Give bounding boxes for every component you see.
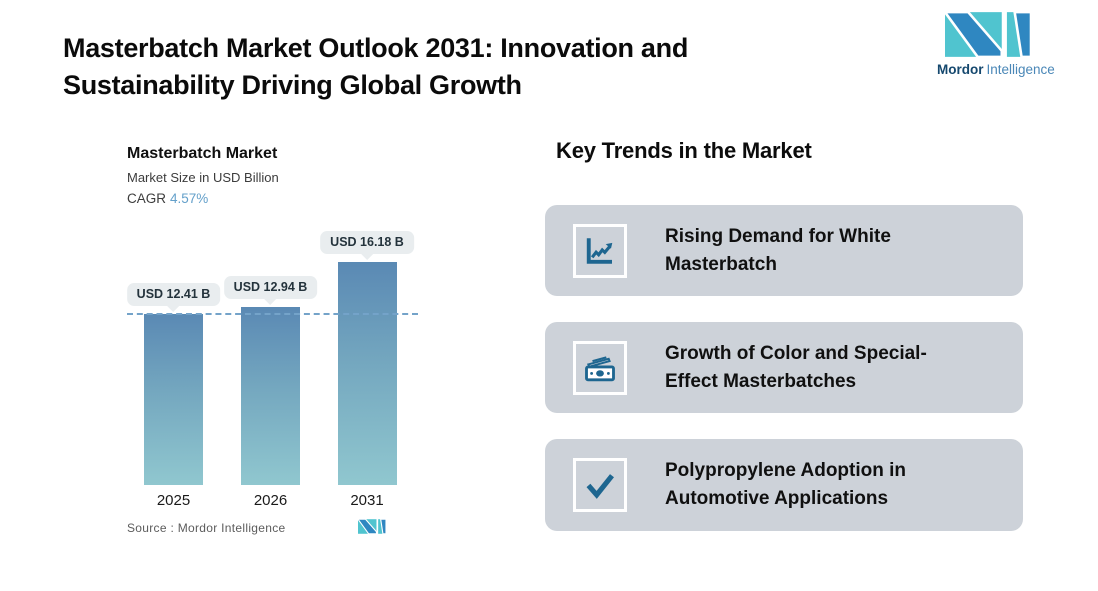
page-title: Masterbatch Market Outlook 2031: Innovat… xyxy=(63,30,688,104)
trends-heading: Key Trends in the Market xyxy=(556,138,812,163)
value-label-pointer xyxy=(263,298,278,305)
chart-title: Masterbatch Market xyxy=(127,145,278,162)
trend-card-color-masterbatches: Growth of Color and Special- Effect Mast… xyxy=(545,322,1023,413)
trend-text-line-2: Effect Masterbatches xyxy=(665,370,857,392)
trend-text-line-2: Automotive Applications xyxy=(665,488,889,509)
money-icon xyxy=(573,340,627,395)
chart-header: Masterbatch Market Market Size in USD Bi… xyxy=(127,145,279,206)
chart-subtitle: Market Size in USD Billion xyxy=(127,170,279,185)
trend-text-line-1: Rising Demand for White xyxy=(665,225,891,247)
cagr-label: CAGR xyxy=(127,191,167,206)
mordor-intelligence-logo-icon xyxy=(942,10,1033,62)
value-label-pointer xyxy=(166,305,181,312)
chart-bar xyxy=(241,307,300,485)
chart-cagr: CAGR 4.57% xyxy=(127,191,279,206)
value-label: USD 12.41 B xyxy=(126,283,221,312)
axis-tick-label: 2031 xyxy=(350,492,384,509)
value-label: USD 12.94 B xyxy=(223,276,318,305)
brand-name: Mordor Intelligence xyxy=(937,62,1055,77)
chart-bar xyxy=(144,314,203,485)
value-label-pointer xyxy=(360,253,374,260)
trend-card-polypropylene: Polypropylene Adoption in Automotive App… xyxy=(545,439,1023,531)
trend-text-line-1: Growth of Color and Special- xyxy=(665,342,927,364)
chart-bar xyxy=(337,262,397,485)
axis-tick-label: 2025 xyxy=(156,492,191,509)
reference-dashed-line xyxy=(127,313,418,315)
value-label: USD 16.18 B xyxy=(320,231,414,260)
trend-text-line-1: Polypropylene Adoption in xyxy=(665,460,907,481)
page-title-line-2: Sustainability Driving Global Growth xyxy=(63,70,522,100)
line-chart-icon xyxy=(573,223,627,278)
cagr-value: 4.57% xyxy=(170,191,209,206)
brand-name-bold: Mordor xyxy=(937,62,984,77)
bar-plot: USD 12.41 B 2025 USD 12.94 B 2026 USD 16.18 … xyxy=(126,230,418,509)
source-attribution: Source : Mordor Intelligence xyxy=(127,521,286,535)
checkmark-icon xyxy=(573,458,627,512)
axis-tick-label: 2026 xyxy=(253,492,288,509)
trend-card-text: Growth of Color and Special- Effect Mast… xyxy=(665,340,927,396)
trend-text-line-2: Masterbatch xyxy=(665,253,777,275)
page-title-line-1: Masterbatch Market Outlook 2031: Innovat… xyxy=(63,33,689,63)
brand-name-light: Intelligence xyxy=(986,62,1055,77)
trend-card-white-masterbatch: Rising Demand for White Masterbatch xyxy=(545,205,1023,296)
trend-card-text: Rising Demand for White Masterbatch xyxy=(665,223,891,279)
trend-card-text: Polypropylene Adoption in Automotive App… xyxy=(665,457,906,513)
source-logo-icon xyxy=(356,518,387,539)
